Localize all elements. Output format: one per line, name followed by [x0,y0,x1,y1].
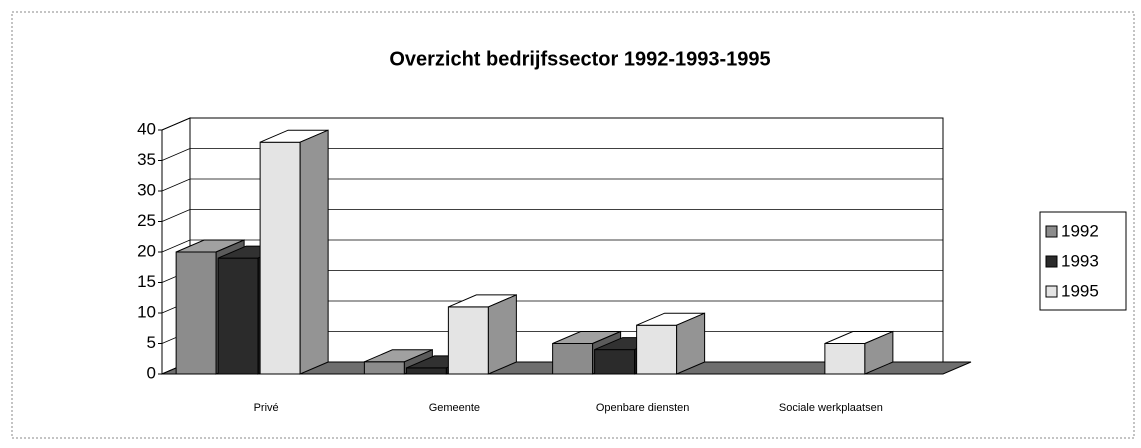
x-tick-label: Gemeente [429,402,480,414]
grid-line-side [161,209,191,222]
chart-title: Overzicht bedrijfssector 1992-1993-1995 [389,48,770,70]
bar-side [676,312,706,375]
bar [636,324,678,375]
legend-label: 1995 [1061,281,1099,300]
y-tick-label: 30 [137,180,156,199]
y-tick-label: 35 [137,150,156,169]
y-tick-label: 20 [137,241,156,260]
y-tick-label: 0 [147,363,156,382]
x-tick-label: Openbare diensten [596,402,690,414]
bar-side [487,294,517,375]
grid-line-side [161,117,191,131]
y-tick-label: 10 [137,302,156,321]
bar [824,343,866,375]
bar [259,141,301,375]
grid-line-side [161,239,191,253]
bar [594,349,636,375]
bar-side [864,330,894,375]
bar [363,361,405,375]
legend-label: 1993 [1061,251,1099,270]
bar [447,306,489,375]
bar [552,343,594,375]
bar-side [299,129,329,375]
y-tick-label: 15 [137,272,156,291]
legend-swatch [1045,255,1058,268]
grid-line-side [161,178,191,192]
x-tick-label: Privé [254,402,279,414]
x-tick-label: Sociale werkplaatsen [779,402,883,414]
legend-swatch [1045,225,1058,238]
legend-swatch [1045,285,1058,298]
bar [217,257,259,375]
y-tick-label: 5 [147,333,156,352]
bar [175,251,217,375]
bar [405,367,447,375]
legend-label: 1992 [1061,221,1099,240]
grid-line-side [161,148,191,161]
y-tick-label: 25 [137,211,156,230]
y-tick-label: 40 [137,119,156,138]
